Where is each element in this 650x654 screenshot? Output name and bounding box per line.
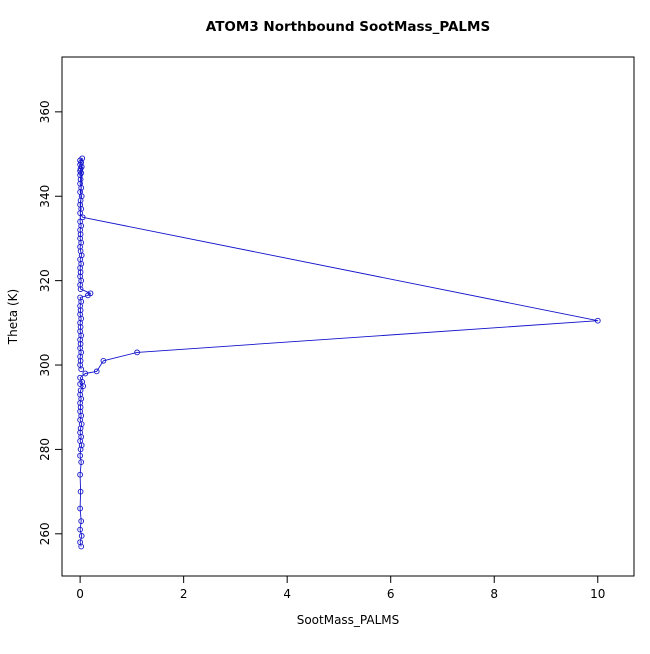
data-point-marker [100, 357, 107, 364]
data-point-marker [77, 341, 84, 347]
data-point-marker [77, 319, 83, 326]
data-point-marker [77, 374, 83, 381]
data-point-marker [77, 539, 83, 546]
data-point-marker [77, 408, 83, 415]
data-point-marker [134, 349, 140, 356]
data-point-marker [77, 488, 84, 495]
y-tick-label: 320 [38, 269, 52, 292]
data-point-marker [93, 368, 100, 375]
x-tick-label: 10 [590, 587, 605, 601]
data-point-marker [78, 533, 85, 539]
data-point-marker [77, 307, 84, 314]
data-point-marker [77, 387, 84, 394]
x-axis-label: SootMass_PALMS [297, 613, 400, 627]
data-point-marker [77, 357, 84, 364]
data-point-marker [77, 282, 83, 288]
data-point-marker [77, 201, 83, 208]
x-tick-label: 4 [283, 587, 291, 601]
series-line [79, 157, 599, 547]
data-point-marker [78, 518, 85, 524]
data-point-marker [77, 526, 83, 533]
data-point-marker [77, 269, 84, 276]
data-point-marker [77, 391, 83, 398]
x-tick-label: 6 [387, 587, 395, 601]
plot-box [61, 56, 635, 577]
data-point-marker [79, 214, 86, 221]
data-point-marker [77, 404, 84, 411]
y-axis-label: Theta (K) [6, 289, 20, 345]
data-point-marker [77, 324, 84, 330]
data-point-marker [82, 370, 89, 377]
data-point-marker [78, 459, 85, 465]
y-tick-label: 280 [38, 438, 52, 461]
x-tick-label: 8 [490, 587, 498, 601]
data-point-marker [77, 180, 83, 187]
data-point-marker [77, 505, 83, 512]
data-point-marker [77, 227, 83, 233]
data-point-marker [77, 244, 83, 250]
data-point-marker [77, 429, 83, 436]
data-point-marker [77, 231, 84, 238]
x-tick-label: 0 [76, 587, 84, 601]
data-point-marker [77, 176, 84, 183]
data-point-marker [79, 155, 86, 162]
data-point-marker [78, 366, 85, 373]
y-tick-label: 260 [38, 522, 52, 545]
y-tick-label: 360 [38, 100, 52, 123]
data-point-marker [85, 292, 91, 299]
data-point-marker [77, 452, 83, 459]
data-point-marker [77, 471, 83, 478]
data-point-marker [77, 286, 84, 292]
data-point-marker [77, 336, 83, 343]
y-tick-label: 340 [38, 185, 52, 208]
x-tick-label: 2 [180, 587, 188, 601]
data-point-marker [594, 317, 601, 324]
data-point-marker [77, 265, 83, 271]
plot-title: ATOM3 Northbound SootMass_PALMS [206, 19, 490, 35]
y-tick-label: 300 [38, 354, 52, 377]
data-point-marker [77, 353, 83, 360]
data-point-marker [77, 303, 83, 309]
